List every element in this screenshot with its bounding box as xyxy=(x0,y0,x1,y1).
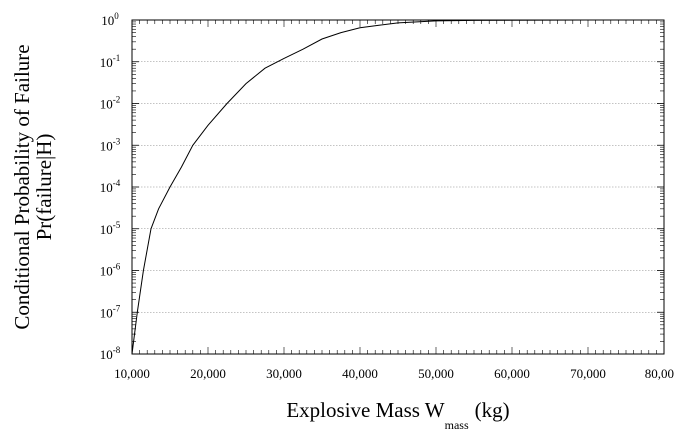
x-axis-title-subscript: mass xyxy=(445,418,469,432)
y-tick-label: 10-6 xyxy=(100,262,121,279)
x-tick-label: 40,000 xyxy=(342,366,378,381)
x-axis-title: Explosive Mass Wmass (kg) xyxy=(286,398,509,432)
y-tick-label: 10-5 xyxy=(100,220,121,237)
x-tick-label: 60,000 xyxy=(494,366,530,381)
y-tick-label: 10-2 xyxy=(100,95,121,112)
y-tick-label: 10-4 xyxy=(100,178,121,195)
y-axis-title-line2: Pr(failure|H) xyxy=(32,134,56,241)
x-tick-label: 80,00 xyxy=(645,366,674,381)
y-tick-label: 10-1 xyxy=(100,53,121,70)
series-line xyxy=(131,19,664,355)
x-tick-label: 30,000 xyxy=(266,366,302,381)
minor-ticks xyxy=(131,20,665,355)
x-axis-title-main: Explosive Mass W xyxy=(286,398,444,422)
x-axis-title-unit: (kg) xyxy=(475,398,510,422)
gridlines xyxy=(132,61,664,313)
y-tick-label: 100 xyxy=(101,11,119,28)
y-tick-label: 10-7 xyxy=(100,303,121,320)
plot-frame xyxy=(131,19,665,355)
y-tick-label: 10-3 xyxy=(100,136,121,153)
x-tick-label: 70,000 xyxy=(570,366,606,381)
y-tick-labels: 100 10-1 10-2 10-3 10-4 10-5 10-6 10-7 10-8 xyxy=(100,11,121,362)
y-tick-label: 10-8 xyxy=(100,345,121,362)
x-tick-label: 50,000 xyxy=(418,366,454,381)
x-tick-labels: 10,000 20,000 30,000 40,000 50,000 60,000 70,0… xyxy=(114,366,674,381)
x-tick-label: 20,000 xyxy=(190,366,226,381)
x-tick-label: 10,000 xyxy=(114,366,150,381)
y-axis-title-line1: Conditional Probability of Failure xyxy=(10,44,34,329)
